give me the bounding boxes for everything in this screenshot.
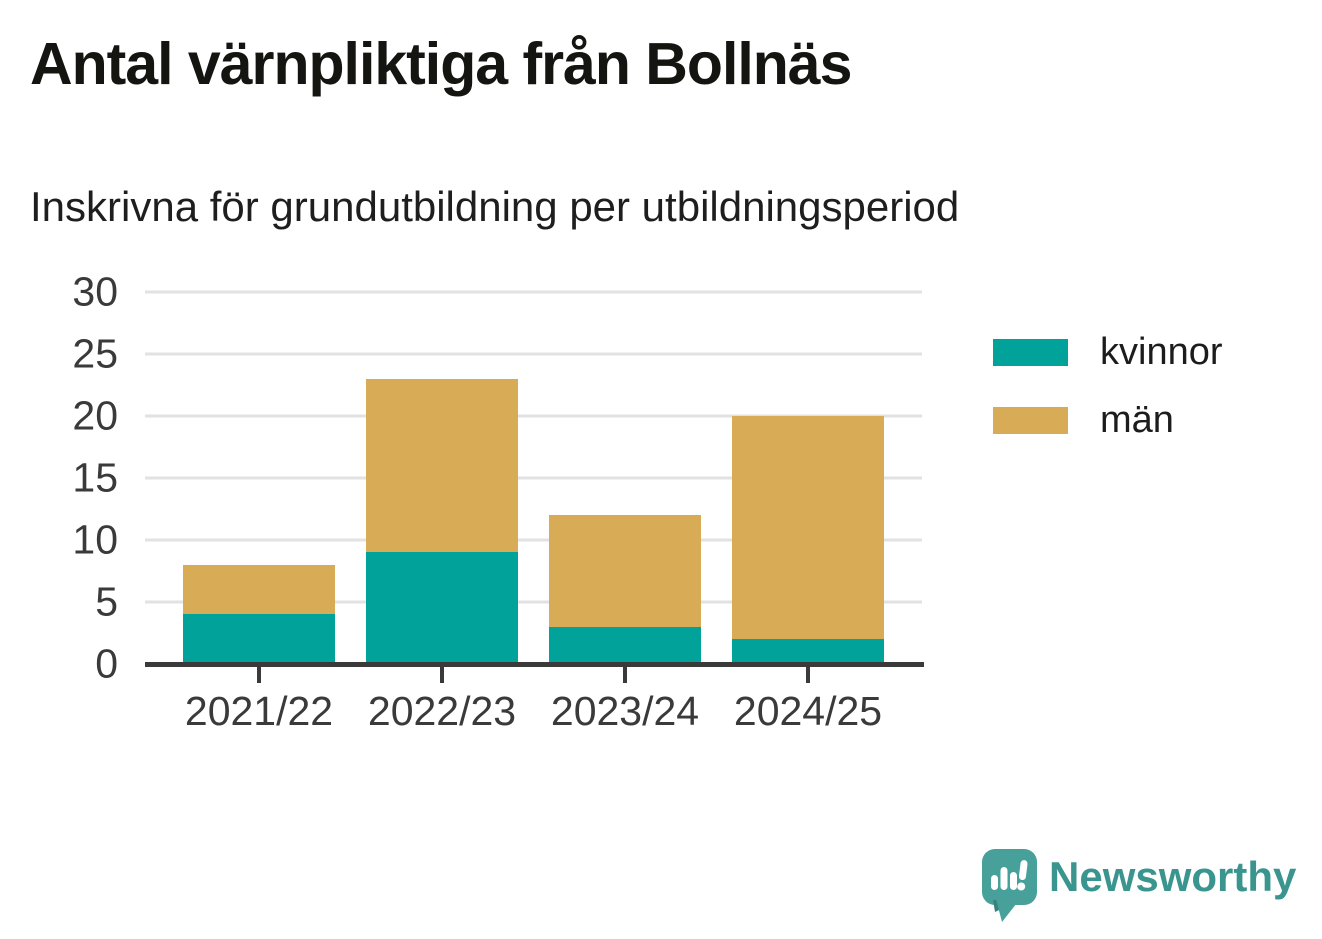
y-tick-label-25: 25	[72, 330, 118, 377]
x-tick-2024/25	[806, 667, 810, 683]
legend-swatch-kvinnor	[993, 338, 1068, 366]
x-tick-2022/23	[440, 667, 444, 683]
x-tick-label-2024/25: 2024/25	[733, 688, 883, 734]
bar-segment-män-2024/25	[732, 416, 884, 640]
x-tick-2021/22	[257, 667, 261, 683]
gridline-y-10	[145, 538, 922, 542]
y-tick-label-10: 10	[72, 516, 118, 563]
chart-subtitle: Inskrivna för grundutbildning per utbild…	[30, 183, 960, 230]
x-tick-2023/24	[623, 667, 627, 683]
bar-segment-kvinnor-2021/22	[183, 614, 335, 664]
gridline-y-20	[145, 414, 922, 418]
y-tick-label-0: 0	[95, 640, 118, 687]
x-tick-label-2023/24: 2023/24	[550, 688, 700, 734]
legend-swatch-man	[993, 406, 1068, 434]
bar-segment-kvinnor-2022/23	[366, 552, 518, 664]
y-tick-label-20: 20	[72, 392, 118, 439]
legend-label-kvinnor: kvinnor	[1100, 331, 1223, 373]
legend-label-man: män	[1100, 399, 1174, 441]
plot-area	[145, 290, 922, 664]
bar-segment-män-2023/24	[549, 515, 701, 627]
bar-segment-kvinnor-2024/25	[732, 639, 884, 664]
legend: kvinnor män	[993, 333, 1223, 469]
newsworthy-branding: Newsworthy	[981, 848, 1296, 926]
bar-segment-kvinnor-2023/24	[549, 626, 701, 664]
newsworthy-logo-icon	[982, 849, 1037, 922]
chart-title: Antal värnpliktiga från Bollnäs	[30, 31, 852, 97]
gridline-y-30	[145, 290, 922, 294]
legend-item-kvinnor: kvinnor	[993, 333, 1223, 371]
gridline-y-15	[145, 476, 922, 480]
x-axis-line	[145, 662, 924, 667]
gridline-y-5	[145, 600, 922, 604]
bar-segment-män-2022/23	[366, 378, 518, 553]
y-tick-label-30: 30	[72, 268, 118, 315]
legend-item-man: män	[993, 401, 1223, 439]
newsworthy-logo-text: Newsworthy	[1049, 853, 1297, 900]
x-tick-label-2021/22: 2021/22	[184, 688, 334, 734]
y-tick-label-5: 5	[95, 578, 118, 625]
y-tick-label-15: 15	[72, 454, 118, 501]
gridline-y-25	[145, 352, 922, 356]
x-tick-label-2022/23: 2022/23	[367, 688, 517, 734]
bar-segment-män-2021/22	[183, 564, 335, 615]
